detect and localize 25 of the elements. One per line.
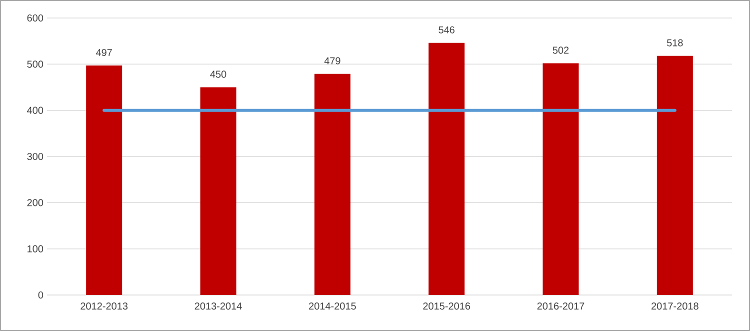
x-tick-label: 2015-2016	[423, 302, 470, 310]
x-tick-label: 2016-2017	[537, 302, 584, 310]
data-label: 546	[438, 26, 454, 34]
bar	[314, 74, 350, 295]
bar	[656, 56, 693, 295]
y-tick-label: 100	[28, 245, 44, 252]
data-label: 518	[667, 39, 683, 46]
x-tick-label: 2012-2013	[80, 302, 128, 310]
x-tick-label: 2017-2018	[652, 302, 698, 310]
data-label: 497	[96, 48, 112, 56]
y-tick-label: 300	[27, 152, 44, 160]
y-tick-label: 400	[27, 106, 44, 114]
bar	[542, 63, 579, 295]
data-label: 479	[324, 57, 340, 64]
y-tick-label: 200	[27, 199, 44, 206]
y-tick-label: 0	[38, 291, 44, 299]
x-tick-label: 2014-2015	[309, 302, 356, 310]
data-label: 450	[210, 70, 226, 78]
bar	[428, 42, 465, 295]
y-tick-label: 600	[27, 14, 44, 22]
data-label: 502	[552, 46, 569, 54]
y-tick-label: 500	[27, 60, 44, 68]
bar	[200, 87, 236, 295]
x-tick-label: 2013-2014	[194, 302, 242, 310]
bar	[86, 66, 122, 295]
